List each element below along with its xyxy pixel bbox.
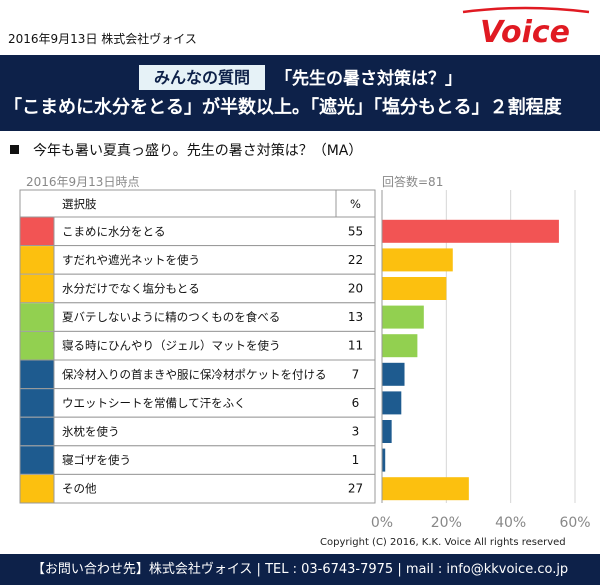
category-label: 保冷材入りの首まきや服に保冷材ポケットを付ける <box>62 367 327 381</box>
headline: 「こまめに水分をとる」が半数以上。「遮光」「塩分もとる」２割程度 <box>4 97 562 118</box>
row-color-swatch <box>20 246 55 274</box>
category-label: こまめに水分をとる <box>62 224 166 238</box>
title-banner <box>0 55 600 131</box>
as-of-date: 2016年9月13日時点 <box>26 175 140 189</box>
bar <box>382 334 418 358</box>
row-color-swatch <box>20 474 55 503</box>
header-pct-label: % <box>350 197 361 211</box>
table-row <box>19 216 376 247</box>
value-label: 3 <box>352 425 360 439</box>
row-color-swatch <box>20 446 55 474</box>
value-label: 13 <box>348 310 363 324</box>
bar <box>382 219 559 243</box>
voice-logo: Voice <box>462 6 590 50</box>
bullet-square-icon <box>10 145 19 154</box>
table-row <box>19 359 376 390</box>
row-color-swatch <box>20 274 55 303</box>
category-label: ウエットシートを常備して汗をふく <box>62 396 246 410</box>
table-row <box>19 416 376 447</box>
bar <box>382 448 386 472</box>
bar <box>382 362 405 386</box>
category-tag: みんなの質問 <box>139 65 265 90</box>
report-date-company: 2016年9月13日 株式会社ヴォイス <box>8 32 197 46</box>
value-label: 11 <box>348 339 363 353</box>
value-label: 6 <box>352 396 360 410</box>
survey-question-text: 今年も暑い夏真っ盛り。先生の暑さ対策は？（MA） <box>33 143 363 159</box>
respondent-count: 回答数=81 <box>382 175 444 189</box>
bar <box>382 420 392 443</box>
x-tick-label: 20% <box>431 515 462 531</box>
category-label: 寝ゴザを使う <box>62 453 131 467</box>
value-label: 7 <box>352 367 360 381</box>
row-color-swatch <box>20 303 55 331</box>
question-title: 「先生の暑さ対策は？」 <box>275 69 462 89</box>
bar <box>382 277 447 300</box>
table-row <box>19 302 376 332</box>
value-label: 1 <box>352 453 360 467</box>
value-label: 22 <box>348 253 363 267</box>
header-choice-label: 選択肢 <box>62 197 97 211</box>
category-label: 氷枕を使う <box>62 425 120 439</box>
bar <box>382 248 453 272</box>
row-color-swatch <box>20 217 55 246</box>
x-tick-label: 60% <box>559 515 590 531</box>
category-label: その他 <box>62 482 97 496</box>
survey-question: 今年も暑い夏真っ盛り。先生の暑さ対策は？（MA） <box>10 140 362 160</box>
value-label: 20 <box>348 282 363 296</box>
row-color-swatch <box>20 417 55 446</box>
table-row <box>19 273 376 304</box>
table-row <box>19 445 376 475</box>
category-label: 夏バテしないように精のつくものを食べる <box>62 310 280 324</box>
bar <box>382 391 402 415</box>
table-row <box>19 473 376 504</box>
category-label: 水分だけでなく塩分もとる <box>62 282 200 296</box>
bar <box>382 305 424 329</box>
contact-footer: 【お問い合わせ先】株式会社ヴォイス | TEL : 03-6743-7975 |… <box>0 554 600 585</box>
category-label: 寝る時にひんやり（ジェル）マットを使う <box>62 339 281 353</box>
row-color-swatch <box>20 331 55 360</box>
value-label: 55 <box>348 224 363 238</box>
value-label: 27 <box>348 482 363 496</box>
bar <box>382 477 469 501</box>
x-tick-label: 40% <box>495 515 526 531</box>
x-tick-label: 0% <box>371 515 393 531</box>
table-row <box>19 330 376 361</box>
row-color-swatch <box>20 360 55 389</box>
row-color-swatch <box>20 389 55 417</box>
copyright: Copyright (C) 2016, K.K. Voice All right… <box>320 537 566 548</box>
category-label: すだれや遮光ネットを使う <box>62 253 200 267</box>
table-row <box>19 388 376 418</box>
logo-wordmark: Voice <box>480 15 570 50</box>
